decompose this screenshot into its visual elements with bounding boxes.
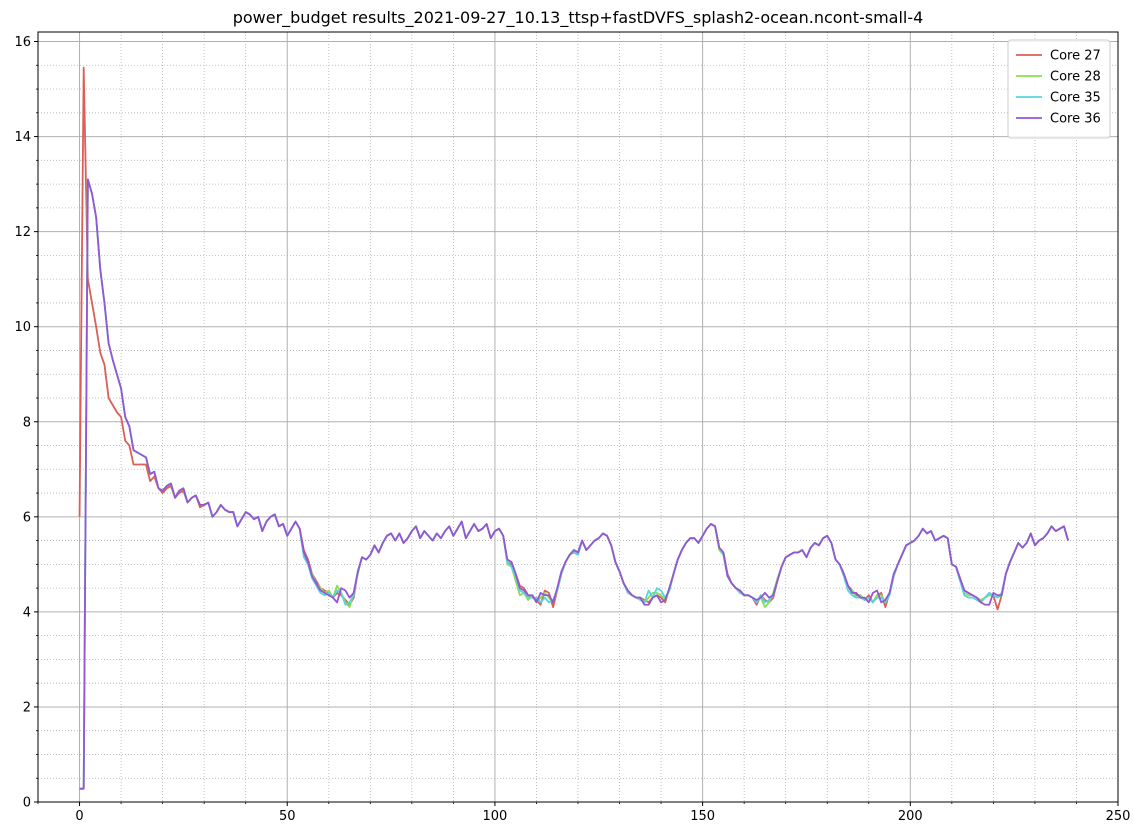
legend-label: Core 36 bbox=[1050, 112, 1101, 127]
legend-label: Core 28 bbox=[1050, 70, 1101, 85]
legend: Core 27 Core 28 Core 35 Core 36 bbox=[1007, 39, 1111, 139]
y-tick-label: 8 bbox=[23, 415, 31, 430]
y-tick-label: 12 bbox=[14, 225, 31, 240]
y-axis-tick-labels: 0 2 4 6 8 10 12 14 16 bbox=[14, 35, 31, 810]
series-layer bbox=[78, 66, 1070, 790]
minor-gridlines bbox=[37, 32, 1118, 802]
x-tick-label: 150 bbox=[690, 809, 715, 824]
x-tick-label: 50 bbox=[279, 809, 296, 824]
y-tick-label: 6 bbox=[23, 510, 31, 525]
y-tick-label: 4 bbox=[23, 605, 31, 620]
y-tick-label: 2 bbox=[23, 700, 31, 715]
legend-label: Core 27 bbox=[1050, 49, 1101, 64]
axis-ticks bbox=[34, 41, 1119, 806]
chart-title: power_budget results_2021-09-27_10.13_tt… bbox=[233, 8, 924, 28]
x-tick-label: 0 bbox=[75, 809, 83, 824]
legend-box bbox=[1007, 39, 1111, 139]
x-axis-tick-labels: 0 50 100 150 200 250 bbox=[75, 809, 1130, 824]
series-line-core-36 bbox=[79, 178, 1070, 790]
y-tick-label: 0 bbox=[23, 796, 31, 811]
y-tick-label: 14 bbox=[14, 130, 31, 145]
legend-label: Core 35 bbox=[1050, 91, 1101, 106]
y-tick-label: 10 bbox=[14, 320, 31, 335]
x-tick-label: 100 bbox=[483, 809, 508, 824]
x-tick-label: 200 bbox=[898, 809, 923, 824]
y-tick-label: 16 bbox=[14, 35, 31, 50]
x-tick-label: 250 bbox=[1106, 809, 1131, 824]
